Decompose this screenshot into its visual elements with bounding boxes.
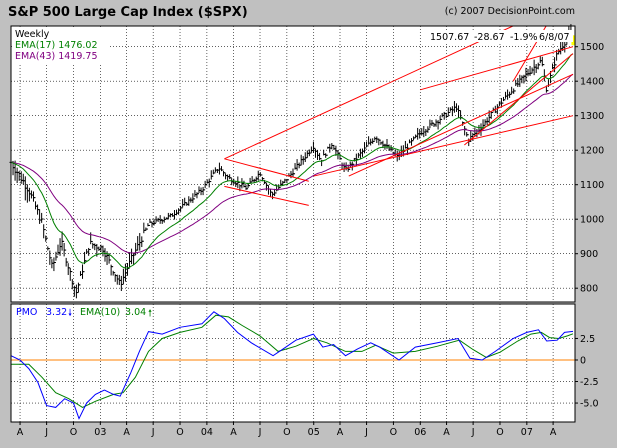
x-tick-label: 03 [94, 427, 106, 438]
pmo-y-axis: 2.5 0 -2.5 -5.0 [575, 334, 599, 410]
x-tick-label: O [70, 427, 77, 438]
price-panel-overlays: Weekly EMA(17) 1476.02 EMA(43) 1419.75 1… [12, 27, 573, 63]
x-tick-label: 07 [521, 427, 533, 438]
trendline [464, 53, 574, 146]
x-tick-label: O [176, 427, 183, 438]
ema43-line [10, 73, 574, 254]
pmo-panel [11, 304, 575, 422]
trendline [224, 185, 309, 206]
price-y-tick-label: 1200 [580, 146, 604, 157]
trendline [224, 158, 309, 182]
price-legend-box [12, 27, 108, 63]
x-tick-label: A [230, 427, 237, 438]
ema17-label: EMA(17) 1476.02 [15, 40, 98, 51]
last-bar-highlight [571, 35, 576, 46]
x-axis: A J O 03 A J O 04 A J O 05 A J O 06 A J O 07 A [17, 422, 557, 438]
pmo-y-tick-label: -2.5 [580, 377, 599, 388]
price-y-tick-label: 900 [580, 249, 598, 260]
price-y-tick-label: 1100 [580, 180, 604, 191]
pmo-signal-line [11, 314, 574, 408]
price-y-axis: 800 900 1000 1100 1200 1300 1400 1500 [575, 42, 604, 295]
x-tick-label: 06 [414, 427, 426, 438]
pmo-ema-label: EMA(10) [80, 307, 120, 318]
x-tick-label: J [364, 427, 368, 438]
pmo-panel-border [10, 303, 576, 423]
x-tick-label: A [17, 427, 24, 438]
pmo-value: 3.32 [46, 307, 67, 318]
period-label: Weekly [15, 29, 50, 40]
pmo-ema-value: 3.04 [125, 307, 146, 318]
chart-title: S&P 500 Large Cap Index ($SPX) [8, 5, 248, 20]
pmo-y-tick-label: 2.5 [580, 334, 595, 345]
x-tick-label: 04 [201, 427, 213, 438]
pmo-label: PMO [16, 307, 37, 318]
price-y-tick-label: 800 [580, 284, 598, 295]
pmo-y-tick-label: -5.0 [580, 399, 599, 410]
readout-change: -28.67 [474, 32, 505, 43]
x-tick-label: O [283, 427, 290, 438]
price-y-tick-label: 1400 [580, 77, 604, 88]
readout-close: 1507.67 [430, 32, 469, 43]
x-tick-label: A [443, 427, 450, 438]
ema17-line [10, 53, 574, 269]
copyright-text: (c) 2007 DecisionPoint.com [445, 6, 575, 17]
up-arrow-icon: 🠕 [148, 308, 152, 319]
price-y-tick-label: 1300 [580, 111, 604, 122]
trendline [313, 115, 574, 177]
x-tick-label: A [123, 427, 130, 438]
price-bars [9, 24, 575, 299]
x-tick-label: J [258, 427, 262, 438]
x-tick-label: A [337, 427, 344, 438]
x-tick-label: J [44, 427, 48, 438]
readout-box [425, 30, 573, 42]
pmo-grid [11, 304, 575, 422]
pmo-line [10, 311, 574, 420]
trendline [420, 46, 574, 91]
x-tick-label: O [496, 427, 503, 438]
readout-pct: -1.9% [510, 32, 538, 43]
x-tick-label: 05 [308, 427, 320, 438]
price-y-tick-label: 1000 [580, 215, 604, 226]
x-tick-label: O [390, 427, 397, 438]
readout-date: 6/8/07 [539, 32, 570, 43]
price-y-tick-label: 1500 [580, 42, 604, 53]
price-grid [11, 26, 575, 302]
x-tick-label: J [151, 427, 155, 438]
pmo-y-tick-label: 0 [580, 355, 586, 366]
x-tick-label: A [550, 427, 557, 438]
trendline [224, 26, 515, 160]
price-panel-border [10, 25, 576, 303]
pmo-legend: PMO 3.32 🠗 EMA(10) 3.04 🠕 [16, 307, 152, 319]
ema43-label: EMA(43) 1419.75 [15, 51, 98, 62]
x-tick-label: J [471, 427, 475, 438]
down-arrow-icon: 🠗 [68, 308, 72, 319]
trendlines [224, 26, 574, 206]
price-panel [11, 26, 575, 302]
